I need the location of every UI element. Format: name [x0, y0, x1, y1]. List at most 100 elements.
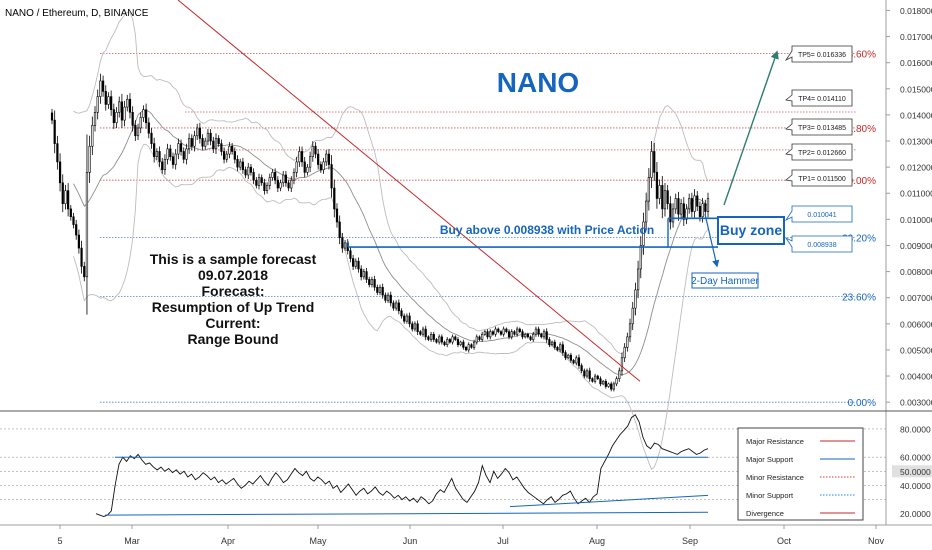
candle	[349, 247, 352, 263]
candle	[438, 334, 441, 345]
candle	[628, 318, 632, 343]
candle	[212, 136, 215, 153]
candle	[64, 184, 67, 210]
candle-body	[435, 339, 438, 343]
candle-body	[448, 339, 452, 343]
candle	[287, 179, 290, 192]
candle	[661, 176, 664, 219]
candle	[378, 284, 382, 296]
candle	[373, 275, 376, 291]
bollinger-bands	[73, 11, 709, 470]
candle-body	[300, 151, 304, 163]
candle	[343, 240, 347, 251]
candle	[139, 112, 142, 134]
candle-body	[169, 148, 172, 157]
candle	[190, 134, 193, 151]
price-tick-label: 0.011000	[900, 189, 932, 199]
oscillator-tick-label: 20.0000	[900, 509, 931, 519]
candle-body	[467, 344, 470, 351]
candle	[284, 170, 288, 187]
candle-body	[158, 151, 161, 163]
candle	[534, 326, 538, 337]
candle	[585, 368, 589, 379]
grid	[0, 0, 932, 526]
candle	[201, 134, 204, 151]
candle-body	[575, 357, 578, 364]
candle	[58, 153, 62, 192]
price-tick-label: 0.017000	[900, 32, 932, 42]
candle	[163, 154, 167, 175]
candle	[91, 116, 94, 156]
fib-level-label: 38.20%	[842, 234, 876, 245]
candle	[604, 379, 607, 389]
price-tick-label: 0.018000	[900, 6, 932, 16]
candle	[265, 182, 269, 194]
candle-body	[378, 286, 382, 293]
candle-body	[478, 336, 481, 340]
candle-body	[454, 336, 457, 340]
candle-body	[373, 279, 376, 288]
candle-body	[241, 161, 244, 171]
candle-body	[190, 138, 193, 147]
candle	[101, 75, 105, 97]
buy-zone-box[interactable]	[717, 216, 785, 245]
candle-body	[403, 315, 406, 322]
candle-body	[663, 190, 667, 210]
candle-body	[413, 323, 417, 330]
candle	[599, 376, 602, 387]
candle-body	[349, 250, 352, 259]
callout-label: 0.010041	[807, 212, 836, 219]
candle-body	[284, 174, 288, 184]
time-tick-label: Oct	[777, 536, 792, 546]
candle-body	[693, 195, 696, 212]
legend-frame	[737, 427, 864, 521]
candle-body	[123, 106, 126, 121]
callout-label: TP1= 0.011500	[798, 176, 846, 183]
candle-body	[416, 323, 419, 332]
candle	[655, 162, 659, 209]
candle	[526, 332, 529, 339]
candle	[559, 342, 562, 353]
time-axis[interactable]: 5 Mar Apr May Jun Jul Aug Sep Oct Nov	[57, 525, 884, 546]
candle-body	[680, 203, 683, 215]
candle-body	[677, 198, 680, 215]
callout-box	[784, 45, 853, 63]
candle	[118, 96, 121, 118]
price-tick-label: 0.010000	[900, 215, 932, 225]
candle	[198, 122, 201, 144]
candle-body	[161, 161, 164, 171]
candle	[631, 301, 634, 331]
candle	[72, 212, 75, 229]
buy-zone-label: Buy zone	[720, 222, 782, 238]
price-axis[interactable]: 0.018000 0.017000 0.016000 0.015000 0.014000…	[886, 6, 932, 408]
candle	[325, 149, 328, 167]
candle	[69, 205, 72, 221]
candle	[99, 73, 102, 104]
candle-body	[516, 328, 519, 335]
candle	[443, 340, 446, 347]
candle-body	[330, 164, 333, 189]
candle-body	[217, 138, 220, 144]
candle	[567, 353, 570, 360]
candle	[153, 137, 156, 163]
candle	[647, 168, 650, 211]
price-tick-label: 0.014000	[900, 110, 932, 120]
candle	[300, 146, 304, 167]
candle-body	[362, 271, 365, 278]
candle-body	[583, 370, 586, 377]
candle-body	[542, 331, 546, 338]
candle-body	[206, 132, 210, 142]
candle-body	[553, 341, 556, 348]
candle-body	[179, 143, 183, 152]
candle	[83, 261, 86, 282]
candle-body	[257, 177, 261, 186]
candle-body	[274, 172, 277, 181]
candle-body	[550, 341, 554, 346]
candle	[639, 236, 642, 279]
candle-body	[290, 179, 293, 189]
callout-label: TP2= 0.012660	[798, 150, 846, 157]
candle-body	[174, 153, 177, 165]
candles	[50, 73, 710, 392]
candle-body	[623, 347, 626, 359]
